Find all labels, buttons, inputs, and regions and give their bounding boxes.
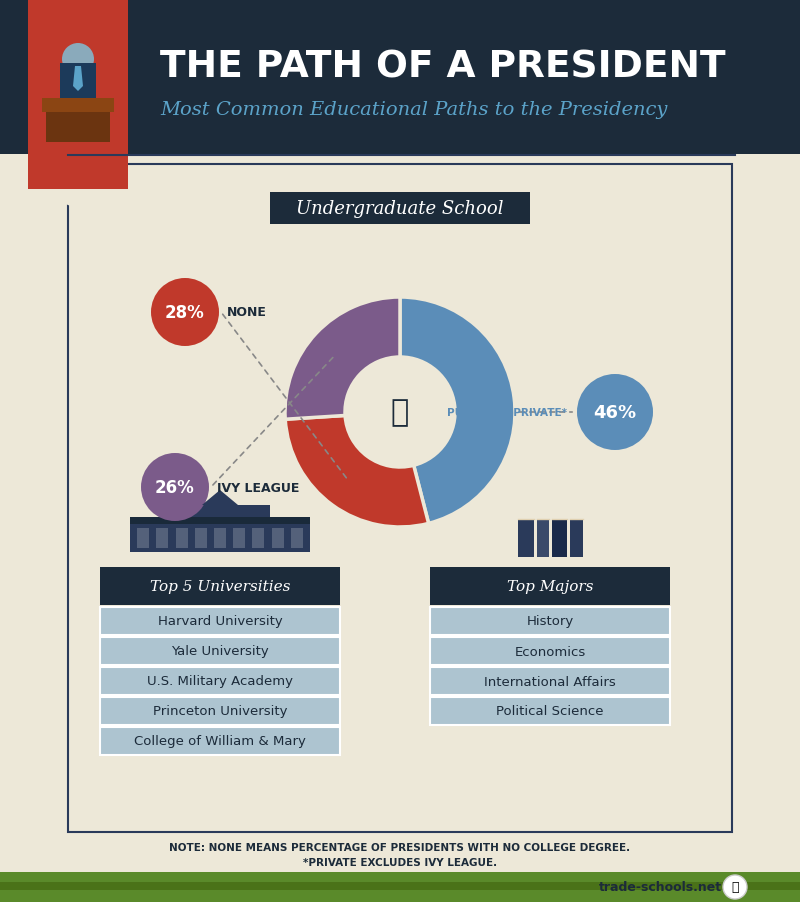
FancyBboxPatch shape xyxy=(170,505,270,518)
FancyBboxPatch shape xyxy=(290,529,302,548)
FancyBboxPatch shape xyxy=(537,520,549,557)
Wedge shape xyxy=(400,298,515,524)
Polygon shape xyxy=(202,491,238,505)
FancyBboxPatch shape xyxy=(130,524,310,552)
Text: 🎓: 🎓 xyxy=(391,398,409,427)
FancyBboxPatch shape xyxy=(0,0,800,155)
Text: Most Common Educational Paths to the Presidency: Most Common Educational Paths to the Pre… xyxy=(160,101,667,119)
FancyBboxPatch shape xyxy=(234,529,245,548)
Text: 26%: 26% xyxy=(155,478,195,496)
FancyBboxPatch shape xyxy=(156,529,168,548)
Text: College of William & Mary: College of William & Mary xyxy=(134,735,306,748)
FancyBboxPatch shape xyxy=(100,697,340,725)
FancyBboxPatch shape xyxy=(570,520,582,557)
Text: NONE: NONE xyxy=(227,306,267,319)
FancyBboxPatch shape xyxy=(430,638,670,666)
Text: trade-schools.net: trade-schools.net xyxy=(598,880,722,894)
FancyBboxPatch shape xyxy=(0,882,800,890)
FancyBboxPatch shape xyxy=(430,567,670,605)
Text: PUBLIC OR PRIVATE*: PUBLIC OR PRIVATE* xyxy=(447,408,567,418)
FancyBboxPatch shape xyxy=(100,727,340,755)
Circle shape xyxy=(577,374,653,450)
FancyBboxPatch shape xyxy=(28,0,128,189)
Text: *PRIVATE EXCLUDES IVY LEAGUE.: *PRIVATE EXCLUDES IVY LEAGUE. xyxy=(303,857,497,867)
Circle shape xyxy=(62,44,94,76)
Text: U.S. Military Academy: U.S. Military Academy xyxy=(147,675,293,687)
Text: THE PATH OF A PRESIDENT: THE PATH OF A PRESIDENT xyxy=(160,49,726,85)
FancyBboxPatch shape xyxy=(430,697,670,725)
FancyBboxPatch shape xyxy=(100,607,340,635)
FancyBboxPatch shape xyxy=(138,529,149,548)
Text: 🎓: 🎓 xyxy=(731,880,738,894)
FancyBboxPatch shape xyxy=(430,667,670,695)
FancyBboxPatch shape xyxy=(130,518,310,524)
Text: History: History xyxy=(526,615,574,628)
FancyBboxPatch shape xyxy=(430,607,670,635)
FancyBboxPatch shape xyxy=(100,667,340,695)
FancyBboxPatch shape xyxy=(518,520,534,557)
Text: Undergraduate School: Undergraduate School xyxy=(296,199,504,217)
FancyBboxPatch shape xyxy=(0,872,800,902)
Polygon shape xyxy=(73,67,83,92)
FancyBboxPatch shape xyxy=(42,99,114,113)
FancyBboxPatch shape xyxy=(253,529,264,548)
Circle shape xyxy=(723,875,747,899)
FancyBboxPatch shape xyxy=(272,529,284,548)
Text: International Affairs: International Affairs xyxy=(484,675,616,687)
Text: IVY LEAGUE: IVY LEAGUE xyxy=(217,481,299,494)
FancyBboxPatch shape xyxy=(100,638,340,666)
FancyBboxPatch shape xyxy=(176,529,187,548)
Text: Top 5 Universities: Top 5 Universities xyxy=(150,579,290,594)
Polygon shape xyxy=(28,189,128,210)
Circle shape xyxy=(151,279,219,346)
FancyBboxPatch shape xyxy=(46,113,110,143)
Text: 46%: 46% xyxy=(594,403,637,421)
FancyBboxPatch shape xyxy=(551,520,566,557)
Text: NOTE: NONE MEANS PERCENTAGE OF PRESIDENTS WITH NO COLLEGE DEGREE.: NOTE: NONE MEANS PERCENTAGE OF PRESIDENT… xyxy=(170,842,630,852)
Circle shape xyxy=(141,454,209,521)
Text: Economics: Economics xyxy=(514,645,586,658)
Text: 28%: 28% xyxy=(165,304,205,322)
FancyBboxPatch shape xyxy=(100,567,340,605)
FancyBboxPatch shape xyxy=(195,529,206,548)
Text: Harvard University: Harvard University xyxy=(158,615,282,628)
Wedge shape xyxy=(285,298,400,419)
Text: Yale University: Yale University xyxy=(171,645,269,658)
Text: Princeton University: Princeton University xyxy=(153,704,287,718)
FancyBboxPatch shape xyxy=(214,529,226,548)
Wedge shape xyxy=(286,416,429,528)
FancyBboxPatch shape xyxy=(68,165,732,832)
FancyBboxPatch shape xyxy=(270,193,530,225)
Text: Political Science: Political Science xyxy=(496,704,604,718)
Text: Top Majors: Top Majors xyxy=(506,579,594,594)
FancyBboxPatch shape xyxy=(60,64,96,100)
